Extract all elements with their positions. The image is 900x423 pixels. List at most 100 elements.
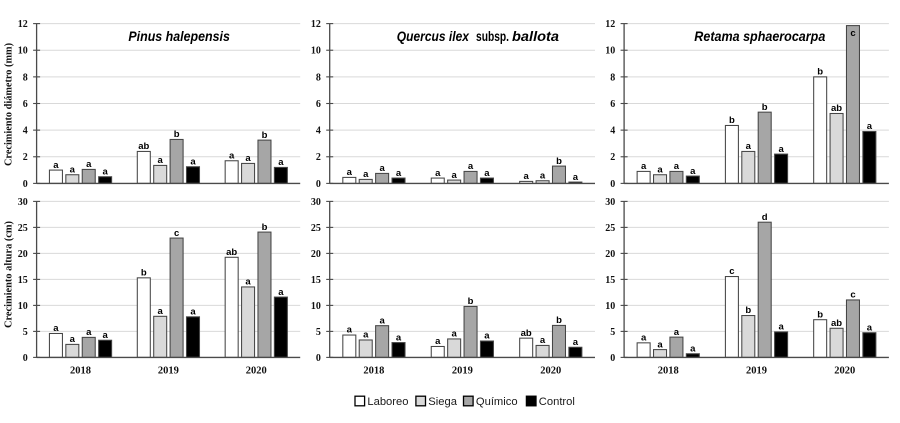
- svg-text:Crecimiento altura (cm): Crecimiento altura (cm): [3, 221, 15, 328]
- svg-text:2019: 2019: [158, 366, 179, 377]
- svg-text:25: 25: [605, 223, 615, 234]
- svg-text:10: 10: [18, 46, 28, 57]
- svg-text:a: a: [573, 172, 579, 183]
- svg-text:4: 4: [316, 126, 321, 137]
- svg-text:b: b: [262, 130, 268, 141]
- svg-text:a: a: [396, 168, 402, 179]
- svg-text:a: a: [690, 166, 696, 177]
- svg-text:a: a: [70, 164, 76, 175]
- svg-text:0: 0: [23, 353, 28, 364]
- svg-text:a: a: [102, 166, 108, 177]
- svg-text:a: a: [657, 339, 663, 350]
- svg-text:b: b: [556, 315, 562, 326]
- svg-text:a: a: [435, 336, 441, 347]
- svg-text:c: c: [850, 290, 855, 301]
- svg-text:a: a: [379, 163, 385, 174]
- svg-text:a: a: [158, 155, 164, 166]
- svg-text:a: a: [573, 337, 579, 348]
- svg-text:8: 8: [316, 72, 321, 83]
- svg-text:a: a: [379, 315, 385, 326]
- svg-text:a: a: [641, 161, 647, 172]
- svg-text:25: 25: [311, 223, 321, 234]
- svg-text:a: a: [245, 153, 251, 164]
- svg-text:5: 5: [23, 327, 28, 338]
- svg-text:4: 4: [23, 126, 28, 137]
- svg-text:a: a: [540, 170, 546, 181]
- svg-text:2019: 2019: [746, 366, 767, 377]
- svg-text:2018: 2018: [70, 366, 91, 377]
- svg-text:c: c: [850, 28, 855, 39]
- svg-text:Control: Control: [539, 396, 575, 408]
- svg-text:a: a: [190, 307, 196, 318]
- svg-text:Pinus halepensis: Pinus halepensis: [128, 28, 230, 44]
- svg-text:Crecimiento diámetro (mm): Crecimiento diámetro (mm): [3, 43, 15, 166]
- svg-text:10: 10: [311, 46, 321, 57]
- svg-text:ab: ab: [831, 318, 842, 329]
- svg-text:Retama sphaerocarpa: Retama sphaerocarpa: [694, 28, 825, 44]
- svg-text:5: 5: [316, 327, 321, 338]
- svg-text:2019: 2019: [452, 366, 473, 377]
- svg-text:25: 25: [18, 223, 28, 234]
- svg-text:b: b: [745, 305, 751, 316]
- svg-text:12: 12: [605, 19, 615, 30]
- svg-text:a: a: [102, 330, 108, 341]
- svg-text:10: 10: [605, 46, 615, 57]
- svg-text:c: c: [174, 228, 179, 239]
- svg-text:a: a: [53, 160, 59, 171]
- svg-text:a: a: [158, 306, 164, 317]
- svg-text:a: a: [70, 334, 76, 345]
- svg-text:2020: 2020: [540, 366, 561, 377]
- svg-text:a: a: [245, 277, 251, 288]
- svg-text:Siega: Siega: [428, 396, 457, 408]
- svg-text:6: 6: [23, 99, 28, 110]
- svg-text:4: 4: [610, 126, 615, 137]
- svg-text:Laboreo: Laboreo: [367, 396, 408, 408]
- svg-text:10: 10: [18, 301, 28, 312]
- svg-text:2018: 2018: [658, 366, 679, 377]
- svg-text:8: 8: [610, 72, 615, 83]
- svg-text:a: a: [778, 322, 784, 333]
- svg-text:Químico: Químico: [476, 396, 518, 408]
- svg-text:b: b: [762, 102, 768, 113]
- svg-text:2: 2: [610, 152, 615, 163]
- svg-text:a: a: [484, 331, 490, 342]
- svg-text:6: 6: [610, 99, 615, 110]
- svg-text:a: a: [396, 332, 402, 343]
- svg-text:30: 30: [311, 197, 321, 208]
- svg-text:a: a: [53, 323, 59, 334]
- svg-text:b: b: [817, 309, 823, 320]
- svg-text:a: a: [278, 157, 284, 168]
- svg-text:a: a: [657, 164, 663, 175]
- svg-text:ab: ab: [831, 103, 842, 114]
- svg-text:ab: ab: [226, 247, 237, 258]
- svg-text:20: 20: [605, 249, 615, 260]
- svg-text:0: 0: [610, 179, 615, 190]
- svg-text:0: 0: [610, 353, 615, 364]
- svg-text:a: a: [867, 121, 873, 132]
- svg-text:ab: ab: [521, 328, 532, 339]
- svg-text:b: b: [141, 268, 147, 279]
- svg-text:2: 2: [316, 152, 321, 163]
- svg-text:12: 12: [18, 19, 28, 30]
- svg-text:a: a: [452, 329, 458, 340]
- svg-text:a: a: [867, 322, 873, 333]
- svg-text:15: 15: [311, 275, 321, 286]
- svg-text:2018: 2018: [363, 366, 384, 377]
- svg-text:a: a: [468, 161, 474, 172]
- svg-text:a: a: [229, 150, 235, 161]
- svg-text:b: b: [262, 222, 268, 233]
- svg-text:a: a: [540, 335, 546, 346]
- svg-text:a: a: [484, 168, 490, 179]
- svg-text:a: a: [690, 343, 696, 354]
- svg-text:d: d: [762, 212, 768, 223]
- svg-text:10: 10: [311, 301, 321, 312]
- svg-text:15: 15: [605, 275, 615, 286]
- svg-text:20: 20: [18, 249, 28, 260]
- svg-text:Quercus ilex: Quercus ilex: [397, 28, 470, 44]
- svg-text:5: 5: [610, 327, 615, 338]
- svg-text:0: 0: [316, 353, 321, 364]
- svg-text:b: b: [468, 296, 474, 307]
- svg-text:b: b: [556, 156, 562, 167]
- svg-text:a: a: [278, 287, 284, 298]
- svg-text:6: 6: [316, 99, 321, 110]
